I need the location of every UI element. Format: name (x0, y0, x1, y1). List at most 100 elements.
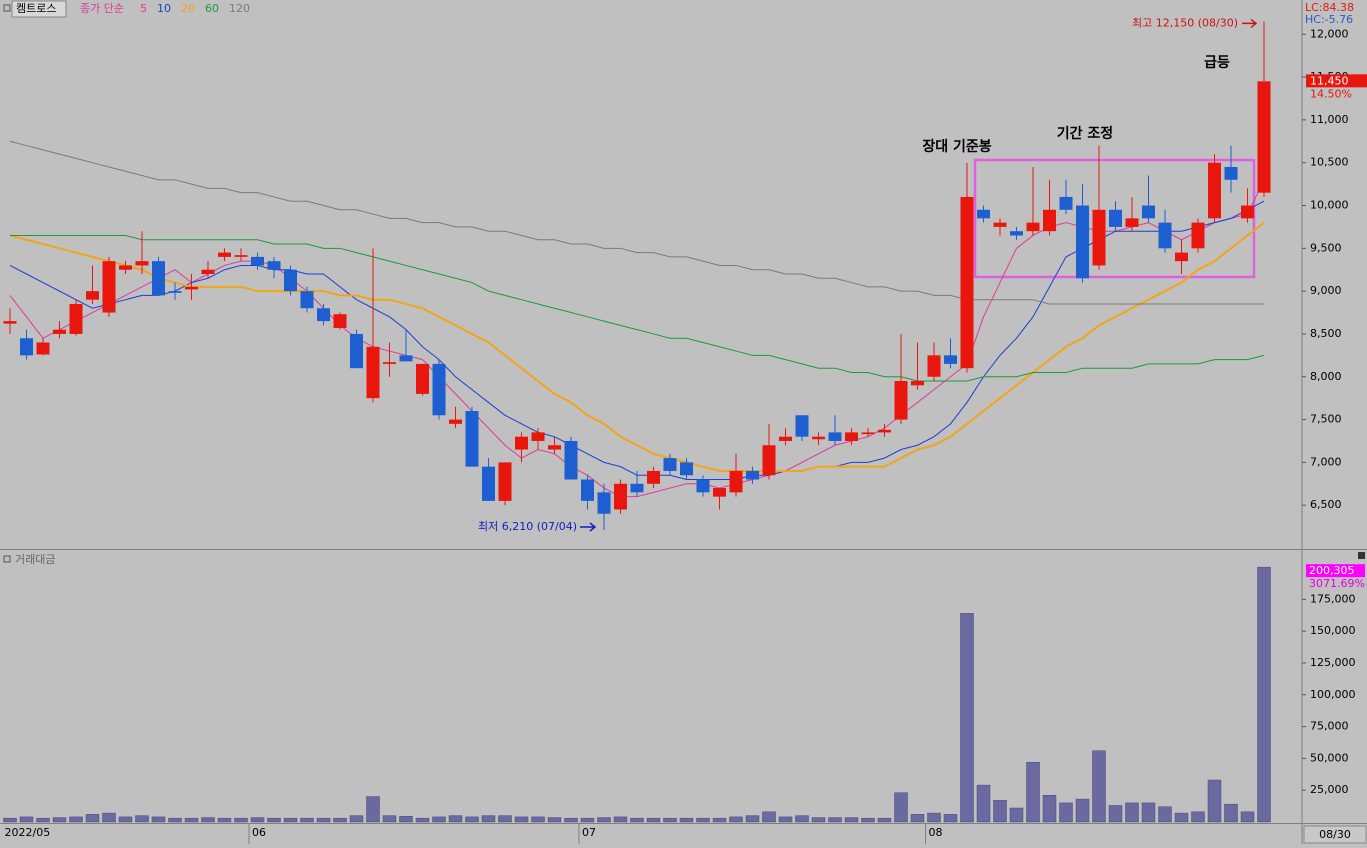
volume-bar (1158, 806, 1172, 823)
volume-bar (663, 817, 677, 823)
volume-bar (1257, 566, 1271, 823)
candle-body (1208, 162, 1221, 219)
candle-body (894, 381, 908, 420)
volume-bar (217, 817, 232, 823)
candle-body (432, 363, 446, 416)
candle-body (1191, 222, 1205, 249)
volume-bar (184, 817, 199, 823)
candle-body (845, 432, 858, 441)
candle-body (1043, 209, 1056, 232)
volume-bar (514, 816, 529, 823)
candle-body (69, 303, 83, 334)
volume-bar (811, 817, 826, 823)
stock-name: 켐트로스 (16, 2, 56, 15)
y-tick-label: 12,000 (1310, 27, 1349, 40)
volume-bar (300, 817, 314, 823)
ma-line (9, 140, 1264, 305)
x-tick-label: 06 (252, 826, 266, 839)
volume-bar (646, 817, 661, 823)
volume-bar (960, 613, 974, 823)
candle-body (383, 362, 396, 364)
volume-bar (1075, 798, 1090, 823)
candle-body (267, 261, 281, 270)
candle-body (1142, 205, 1155, 219)
ma-line (9, 221, 1265, 472)
volume-bar (597, 817, 611, 823)
volume-bar (1108, 805, 1123, 823)
last-price-label: 11,450 (1310, 74, 1349, 87)
volume-bar (118, 816, 133, 823)
candle-body (119, 265, 132, 270)
volume-bar (894, 792, 908, 823)
volume-bar (465, 816, 479, 823)
candle-body (696, 479, 710, 493)
volume-bar (151, 816, 166, 823)
volume-bar (531, 816, 545, 823)
y-tick-label: 10,000 (1310, 199, 1349, 212)
candle-body (86, 291, 99, 300)
candle-body (317, 308, 330, 322)
candle-body (548, 445, 561, 450)
y-tick-label: 50,000 (1310, 751, 1349, 764)
legend-entry: 10 (157, 2, 171, 15)
candle-body (1175, 252, 1188, 262)
candle-body (911, 381, 924, 386)
high-arrow (1242, 18, 1258, 28)
volume-bar (349, 815, 364, 823)
volume-bar (613, 816, 628, 823)
candle-body (366, 346, 380, 399)
x-tick-label: 2022/05 (5, 826, 51, 839)
y-tick-label: 7,500 (1310, 413, 1342, 426)
candle-body (168, 291, 182, 293)
y-tick-label: 8,500 (1310, 327, 1342, 340)
volume-bar (927, 812, 941, 823)
candle-body (779, 436, 792, 441)
high-annotation: 최고 12,150 (08/30) (1132, 16, 1238, 29)
candle-body (234, 255, 248, 257)
x-tick-label: 07 (582, 826, 596, 839)
candle-body (284, 269, 297, 292)
volume-bar (580, 817, 595, 823)
legend-entry: 20 (181, 2, 195, 15)
candle-body (1125, 218, 1139, 227)
volume-bar (993, 800, 1007, 823)
candle-body (663, 458, 677, 471)
low-arrow (580, 522, 597, 532)
candle-body (201, 269, 215, 274)
base-candle-annotation: 장대 기준봉 (922, 138, 991, 155)
candle-body (135, 261, 149, 266)
volume-bar (828, 817, 842, 823)
ma-line (10, 234, 1265, 382)
volume-bar (36, 817, 50, 823)
candle-body (20, 338, 33, 356)
candle-body (53, 329, 66, 334)
candle-body (449, 419, 462, 424)
candle-body (878, 429, 891, 433)
y-tick-label: 10,500 (1310, 156, 1349, 169)
stock-name-box (11, 0, 67, 18)
candle-body (333, 314, 347, 328)
volume-bar (481, 815, 496, 823)
y-tick-label: 75,000 (1310, 720, 1349, 733)
legend-box-icon (3, 4, 11, 12)
candle-body (1109, 209, 1122, 227)
candle-body (729, 470, 743, 493)
last-price-box (1306, 74, 1367, 88)
candle-body (746, 470, 759, 480)
candle-body (399, 355, 413, 362)
volume-bar (250, 817, 265, 823)
volume-bar (267, 817, 281, 823)
volume-bar (382, 815, 397, 823)
volume-bar (448, 815, 463, 823)
candle-body (300, 291, 314, 309)
volume-bar (1059, 802, 1073, 823)
volume-bar (1224, 803, 1238, 823)
volume-bar (844, 817, 859, 823)
volume-bar (630, 817, 644, 823)
last-volume-change: 3071.69% (1309, 577, 1365, 590)
ma-label: 종가 단순 (80, 2, 124, 15)
volume-bar (861, 817, 875, 823)
volume-title: 거래대금 (15, 553, 55, 566)
